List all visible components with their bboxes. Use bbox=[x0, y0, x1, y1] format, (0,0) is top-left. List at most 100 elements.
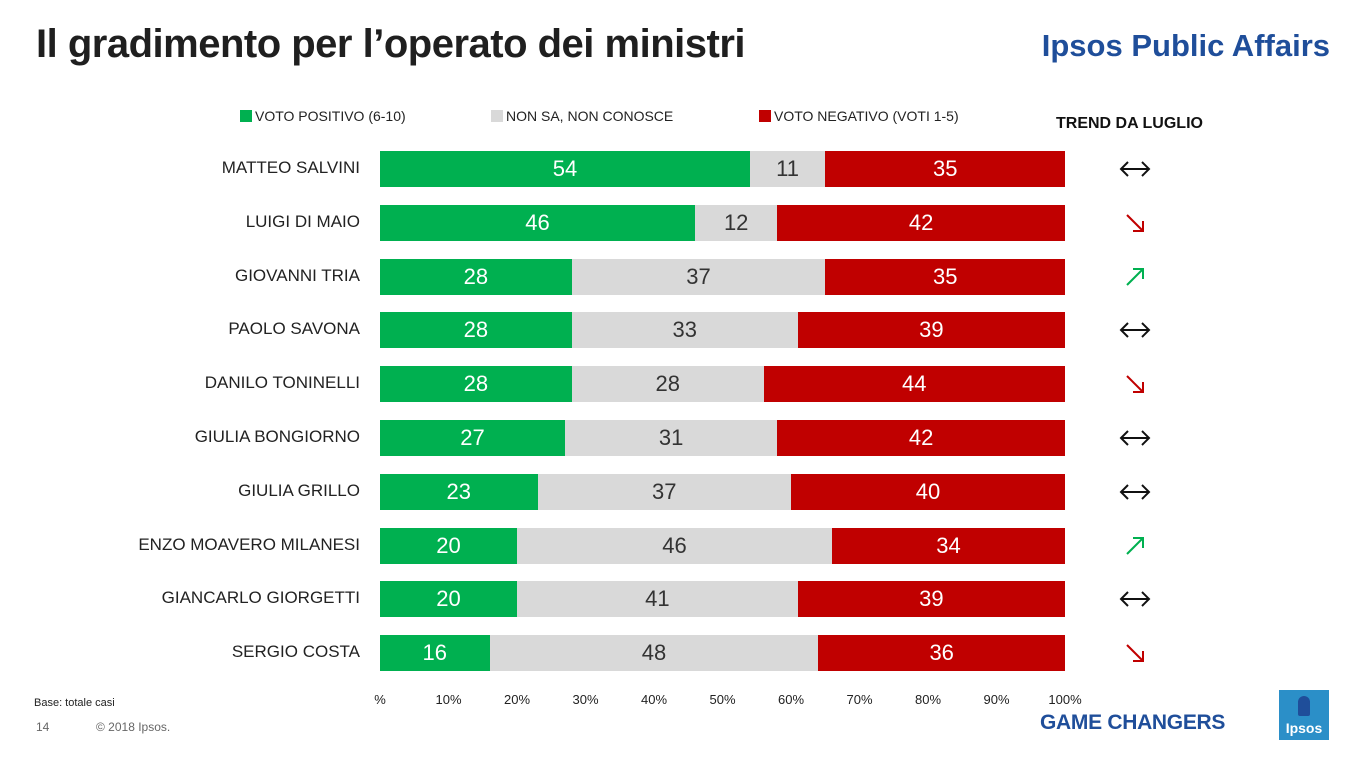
legend-neutral: NON SA, NON CONOSCE bbox=[491, 108, 673, 124]
bar-segment-negative: 36 bbox=[818, 635, 1065, 672]
data-label: 42 bbox=[908, 425, 934, 450]
trend-stable-icon bbox=[1115, 587, 1155, 611]
bar-segment-neutral: 46 bbox=[517, 527, 833, 564]
bar-segment-negative: 40 bbox=[791, 473, 1065, 510]
data-label: 33 bbox=[672, 317, 698, 343]
x-tick-label: 30% bbox=[572, 692, 599, 707]
data-label: 39 bbox=[919, 586, 944, 612]
bar-segment-positive: 23 bbox=[380, 473, 538, 510]
legend-negative: VOTO NEGATIVO (VOTI 1-5) bbox=[759, 108, 959, 124]
data-label: 44 bbox=[902, 371, 927, 397]
data-label: 27 bbox=[460, 425, 485, 450]
bar-segment-negative: 44 bbox=[763, 366, 1065, 403]
bar-segment-positive: 16 bbox=[380, 635, 490, 672]
bar-segment-neutral: 41 bbox=[517, 581, 798, 618]
x-tick-label: 100% bbox=[1048, 692, 1082, 707]
x-tick-label: 90% bbox=[983, 692, 1010, 707]
trend-up-icon bbox=[1115, 265, 1155, 289]
tagline: GAME CHANGERS bbox=[1040, 711, 1226, 734]
x-tick-label: % bbox=[374, 692, 386, 707]
category-label: DANILO TONINELLI bbox=[204, 373, 360, 393]
data-label: 42 bbox=[908, 209, 934, 235]
legend-swatch-neutral bbox=[491, 110, 503, 122]
bar-segment-negative: 39 bbox=[797, 312, 1065, 349]
data-label: 20 bbox=[436, 532, 461, 558]
page-title: Il gradimento per l’operato dei ministri bbox=[36, 22, 746, 66]
x-tick-label: 70% bbox=[846, 692, 873, 707]
bar-segment-positive: 27 bbox=[380, 420, 565, 456]
data-label: 20 bbox=[436, 586, 461, 612]
trend-stable-icon bbox=[1115, 157, 1155, 181]
category-label: PAOLO SAVONA bbox=[228, 319, 360, 339]
bar-segment-positive: 20 bbox=[380, 527, 517, 564]
data-label: 28 bbox=[463, 371, 489, 397]
data-label: 36 bbox=[929, 640, 954, 666]
brand-name: Ipsos Public Affairs bbox=[1041, 28, 1330, 63]
category-label: LUIGI DI MAIO bbox=[245, 211, 360, 231]
bar-segment-positive: 54 bbox=[380, 151, 750, 187]
bar-segment-positive: 28 bbox=[380, 366, 572, 403]
trend-header: TREND DA LUGLIO bbox=[1056, 115, 1203, 132]
ipsos-logo: Ipsos bbox=[1279, 690, 1329, 740]
legend-label-positive: VOTO POSITIVO (6-10) bbox=[255, 108, 406, 124]
bar-segment-positive: 28 bbox=[380, 312, 572, 349]
legend-label-negative: VOTO NEGATIVO (VOTI 1-5) bbox=[774, 108, 959, 124]
trend-down-icon bbox=[1115, 372, 1155, 396]
bar-segment-neutral: 28 bbox=[571, 366, 764, 403]
data-label: 12 bbox=[723, 209, 749, 235]
data-label: 39 bbox=[919, 317, 944, 343]
data-label: 41 bbox=[645, 586, 670, 612]
bar-segment-negative: 35 bbox=[825, 151, 1066, 187]
data-label: 28 bbox=[463, 263, 489, 289]
data-label: 28 bbox=[463, 317, 489, 343]
bar-segment-neutral: 48 bbox=[489, 635, 819, 672]
base-note: Base: totale casi bbox=[34, 697, 115, 709]
bar-segment-negative: 35 bbox=[825, 258, 1066, 295]
legend-label-neutral: NON SA, NON CONOSCE bbox=[506, 108, 674, 124]
legend-swatch-negative bbox=[759, 110, 771, 122]
data-label: 34 bbox=[936, 532, 961, 558]
category-label: GIULIA GRILLO bbox=[238, 480, 360, 500]
category-label: ENZO MOAVERO MILANESI bbox=[138, 534, 360, 554]
data-label: 46 bbox=[525, 209, 550, 235]
trend-up-icon bbox=[1115, 534, 1155, 558]
bar-segment-neutral: 37 bbox=[571, 258, 826, 295]
trend-down-icon bbox=[1115, 641, 1155, 665]
ipsos-logo-text: Ipsos bbox=[1285, 720, 1323, 736]
data-label: 35 bbox=[932, 156, 958, 181]
page-number: 14 bbox=[36, 720, 50, 734]
legend-swatch-positive bbox=[240, 110, 252, 122]
bar-segment-neutral: 37 bbox=[537, 473, 791, 510]
trend-stable-icon bbox=[1115, 318, 1155, 342]
x-tick-label: 40% bbox=[640, 692, 668, 707]
bar-segment-neutral: 12 bbox=[695, 204, 778, 241]
data-label: 31 bbox=[658, 425, 684, 450]
category-label: GIANCARLO GIORGETTI bbox=[161, 588, 360, 608]
category-label: GIULIA BONGIORNO bbox=[194, 427, 360, 446]
bar-segment-negative: 42 bbox=[777, 420, 1065, 456]
bar-segment-negative: 34 bbox=[832, 527, 1065, 564]
data-label: 37 bbox=[652, 478, 677, 504]
x-tick-label: 20% bbox=[503, 692, 531, 707]
copyright: © 2018 Ipsos. bbox=[96, 720, 171, 734]
bar-segment-positive: 46 bbox=[380, 204, 696, 241]
trend-down-icon bbox=[1115, 211, 1155, 235]
bar-segment-negative: 39 bbox=[797, 581, 1065, 618]
x-tick-label: 60% bbox=[777, 692, 805, 707]
data-label: 40 bbox=[915, 478, 941, 504]
x-tick-label: 80% bbox=[914, 692, 942, 707]
ipsos-logo-mark bbox=[1298, 696, 1310, 716]
bar-segment-neutral: 11 bbox=[749, 151, 826, 187]
category-label: GIOVANNI TRIA bbox=[234, 265, 360, 285]
data-label: 23 bbox=[446, 478, 471, 504]
bar-segment-negative: 42 bbox=[777, 204, 1065, 241]
trend-stable-icon bbox=[1115, 480, 1155, 504]
data-label: 54 bbox=[552, 156, 578, 181]
data-label: 35 bbox=[932, 263, 958, 289]
category-label: MATTEO SALVINI bbox=[221, 158, 360, 177]
x-tick-label: 50% bbox=[709, 692, 736, 707]
bar-segment-positive: 20 bbox=[380, 581, 517, 618]
data-label: 11 bbox=[776, 156, 799, 181]
category-label: SERGIO COSTA bbox=[231, 642, 360, 662]
legend-positive: VOTO POSITIVO (6-10) bbox=[240, 108, 406, 124]
